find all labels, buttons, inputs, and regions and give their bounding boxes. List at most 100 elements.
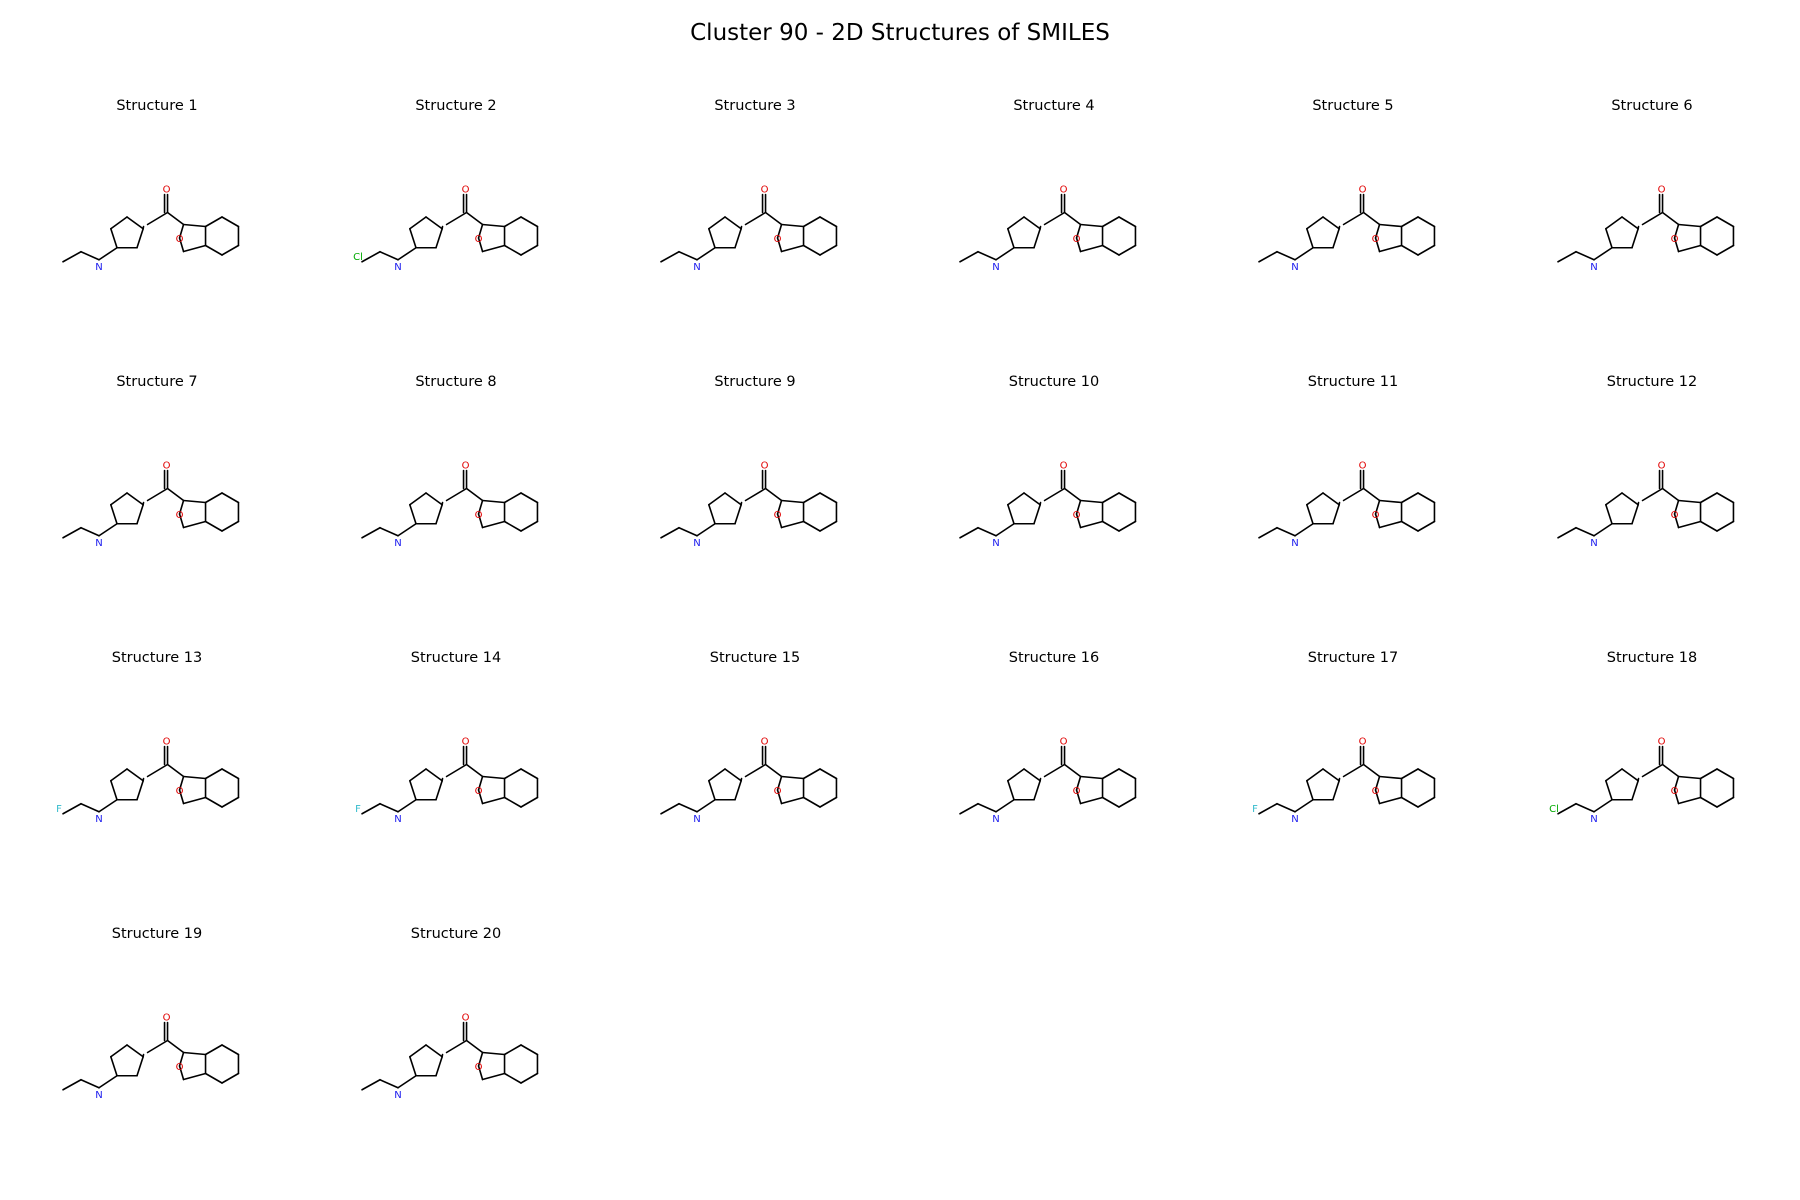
oxygen-atom: O [1073,234,1081,245]
nitrogen-atom: N [992,538,999,549]
bond [204,520,223,532]
bond [1417,520,1436,532]
bond [802,492,821,504]
bond [1118,216,1137,228]
bond [1716,216,1735,228]
bond [397,798,417,813]
bond [1605,768,1623,782]
bond [1101,244,1120,256]
bond [204,1072,223,1084]
bond [1641,211,1664,226]
bond [477,223,484,239]
structure-label: Structure 4 [1013,98,1095,114]
structure-cell: Structure 8 O O N [310,374,602,644]
bond [204,768,223,780]
nitrogen-atom: N [95,1090,102,1101]
bond [660,526,680,539]
bond [1400,796,1419,808]
bond [361,526,381,539]
oxygen-atom: O [462,185,470,196]
structure-cell: Structure 10 O O N [908,374,1200,644]
bond [1118,244,1137,256]
bond [435,503,443,525]
bond [98,522,118,537]
bond [764,763,783,778]
bond [696,246,716,261]
bond [734,503,742,525]
structure-label: Structure 1 [116,98,198,114]
bond [1075,513,1082,529]
oxygen-atom: O [462,461,470,472]
bond [110,503,118,525]
oxygen-atom: O [462,737,470,748]
bond [1417,216,1436,228]
bond [1677,796,1702,805]
structure-cell: Structure 19 O O N [11,926,303,1196]
bond [1118,492,1137,504]
bond [178,513,185,529]
bond [1362,211,1381,226]
bond [802,244,821,256]
nitrogen-atom: N [1590,262,1597,273]
structure-label: Structure 20 [410,926,502,942]
bond [1631,227,1639,249]
bond [1661,487,1680,502]
nitrogen-atom: N [95,814,102,825]
bond [80,250,100,261]
oxygen-atom: O [1359,185,1367,196]
bond [660,250,680,263]
bond [146,487,169,502]
bond [819,216,838,228]
oxygen-atom: O [176,1062,184,1073]
nitrogen-atom: N [95,262,102,273]
bond [221,1072,240,1084]
bond [1557,802,1577,815]
bond [409,503,417,525]
bond [477,1065,484,1081]
bond [819,492,838,504]
bond [110,227,118,249]
bond [98,1074,118,1089]
bond [1043,763,1066,778]
bond [1557,250,1577,263]
bond [136,779,144,801]
bond [204,244,223,256]
molecule-drawing: O O N [361,461,539,549]
bond [397,1074,417,1089]
bond [182,244,207,253]
structure-cell: Structure 7 O O N [11,374,303,644]
bond [734,779,742,801]
bond [503,492,522,504]
nitrogen-atom: N [693,814,700,825]
nitrogen-atom: N [394,538,401,549]
bond [1673,789,1680,805]
structure-label: Structure 8 [415,374,497,390]
bond [1342,487,1365,502]
bond [1007,492,1025,506]
bond [1417,492,1436,504]
molecule-drawing: O O N F [355,737,539,825]
oxygen-atom: O [774,510,782,521]
molecule-drawing: O O N [660,737,838,825]
bond [1332,227,1340,249]
bond [734,227,742,249]
bond [1641,487,1664,502]
bond [1716,768,1735,780]
bond [1007,503,1015,525]
bond [1677,223,1702,228]
bond [819,796,838,808]
bond [1332,779,1340,801]
bond [110,216,128,230]
bond [1716,796,1735,808]
bond [1699,244,1718,256]
bond [1322,492,1340,506]
structure-label: Structure 14 [410,650,502,666]
bond [744,487,767,502]
bond [477,1051,484,1067]
bond [744,763,767,778]
bond [520,796,539,808]
bond [80,1078,100,1089]
bond [1276,250,1296,261]
bond [1075,237,1082,253]
